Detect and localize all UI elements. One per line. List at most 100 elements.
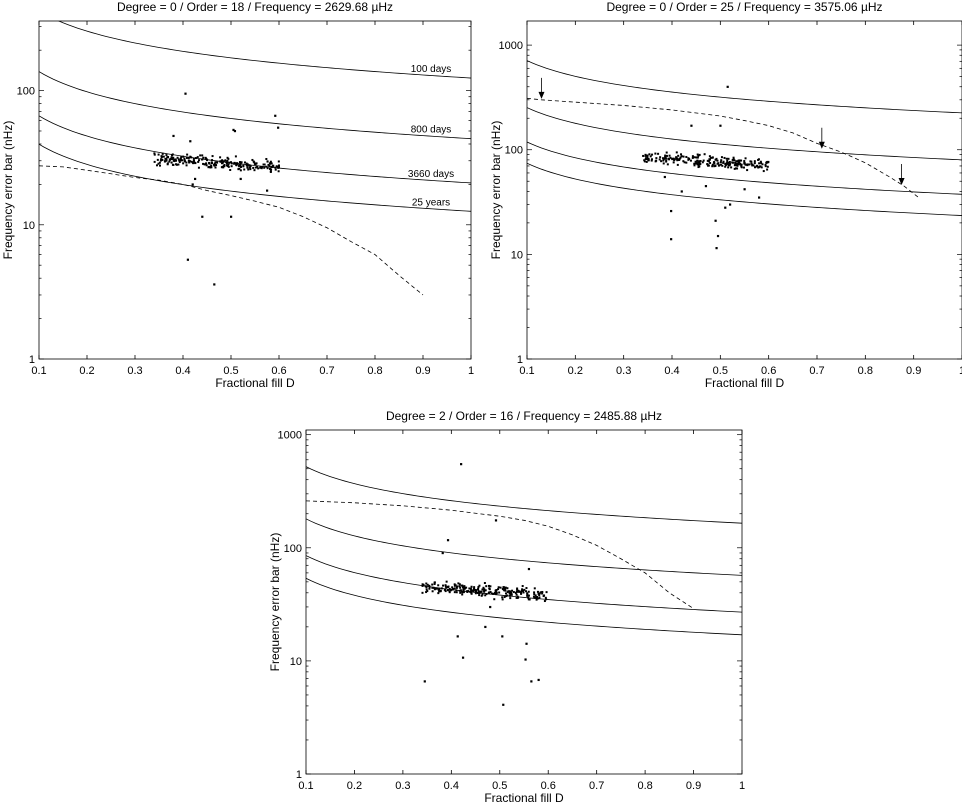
chart-title: Degree = 0 / Order = 25 / Frequency = 35… <box>606 0 882 14</box>
data-point <box>185 161 188 164</box>
y-tick-label: 10 <box>511 249 523 261</box>
data-point <box>431 590 434 593</box>
data-point <box>207 166 210 169</box>
data-point <box>508 592 511 595</box>
data-point <box>276 165 279 168</box>
data-point <box>694 156 697 159</box>
curve-label: 25 years <box>412 197 450 208</box>
data-point <box>514 591 517 594</box>
data-point <box>766 165 769 168</box>
data-point <box>479 591 482 594</box>
data-point <box>212 163 215 166</box>
data-point <box>485 585 488 588</box>
data-point <box>422 583 425 586</box>
data-point <box>164 157 167 160</box>
data-point <box>489 591 492 594</box>
data-point <box>535 597 538 600</box>
data-point <box>428 587 431 590</box>
data-point <box>266 160 269 163</box>
data-point <box>729 162 732 165</box>
y-axis-label: Frequency error bar (nHz) <box>489 121 503 260</box>
series-line <box>39 115 471 184</box>
data-point <box>538 592 541 595</box>
data-point <box>522 591 525 594</box>
data-point <box>489 585 492 588</box>
data-point <box>459 586 462 589</box>
data-point <box>462 591 465 594</box>
data-point <box>699 159 702 162</box>
data-point <box>236 162 239 165</box>
data-point <box>693 164 696 167</box>
data-point <box>493 592 496 595</box>
data-point <box>662 162 665 165</box>
data-point-outlier <box>726 85 729 88</box>
data-point <box>728 163 731 166</box>
data-point <box>228 161 231 164</box>
x-tick-label: 0.5 <box>713 365 728 377</box>
data-point <box>209 165 212 168</box>
data-point <box>501 588 504 591</box>
data-point <box>751 163 754 166</box>
data-point <box>165 154 168 157</box>
data-point <box>720 156 723 159</box>
data-point <box>252 166 255 169</box>
data-point <box>478 590 481 593</box>
data-point <box>163 160 166 163</box>
data-point <box>536 590 539 593</box>
data-point <box>187 156 190 159</box>
data-point <box>175 163 178 166</box>
data-point <box>173 160 176 163</box>
data-point <box>202 156 205 159</box>
data-point <box>720 159 723 162</box>
data-point <box>204 156 207 159</box>
data-point <box>446 589 449 592</box>
data-point <box>153 160 156 163</box>
data-point <box>503 589 506 592</box>
data-point <box>197 160 200 163</box>
data-point <box>190 156 193 159</box>
data-point <box>265 165 268 168</box>
data-point <box>249 168 252 171</box>
data-point <box>533 593 536 596</box>
data-point <box>735 160 738 163</box>
data-point <box>438 587 441 590</box>
data-point <box>523 588 526 591</box>
data-point-outlier <box>680 190 683 193</box>
data-point-outlier <box>670 209 673 213</box>
data-point <box>543 600 546 603</box>
data-point <box>167 155 170 158</box>
data-point-outlier <box>194 177 197 181</box>
data-point <box>748 163 751 166</box>
data-point <box>202 162 205 165</box>
data-point <box>753 162 756 165</box>
data-point <box>270 168 273 171</box>
data-point <box>194 157 197 160</box>
data-point-outlier <box>715 247 718 250</box>
data-point <box>158 164 161 167</box>
data-point-outlier <box>186 258 189 261</box>
data-point <box>662 159 665 162</box>
data-point <box>263 163 266 166</box>
x-tick-label: 0.4 <box>175 365 190 377</box>
data-point <box>472 588 475 591</box>
chart-panel-2: Degree = 0 / Order = 25 / Frequency = 35… <box>489 0 962 390</box>
data-point <box>687 158 690 161</box>
data-point <box>707 164 710 167</box>
data-point <box>645 160 648 163</box>
data-point <box>253 162 256 165</box>
data-point <box>533 587 536 590</box>
data-point <box>224 159 227 162</box>
data-point <box>171 153 174 156</box>
data-point <box>433 581 436 584</box>
data-point <box>425 582 428 585</box>
data-point <box>644 153 647 156</box>
plot-area <box>527 60 962 250</box>
y-tick-label: 1 <box>296 769 302 781</box>
data-point <box>497 586 500 589</box>
data-point <box>738 161 741 164</box>
x-tick-label: 0.9 <box>415 365 430 377</box>
data-point <box>649 155 652 158</box>
data-point <box>689 159 692 162</box>
data-point-outlier <box>423 680 426 683</box>
data-point <box>501 596 504 599</box>
